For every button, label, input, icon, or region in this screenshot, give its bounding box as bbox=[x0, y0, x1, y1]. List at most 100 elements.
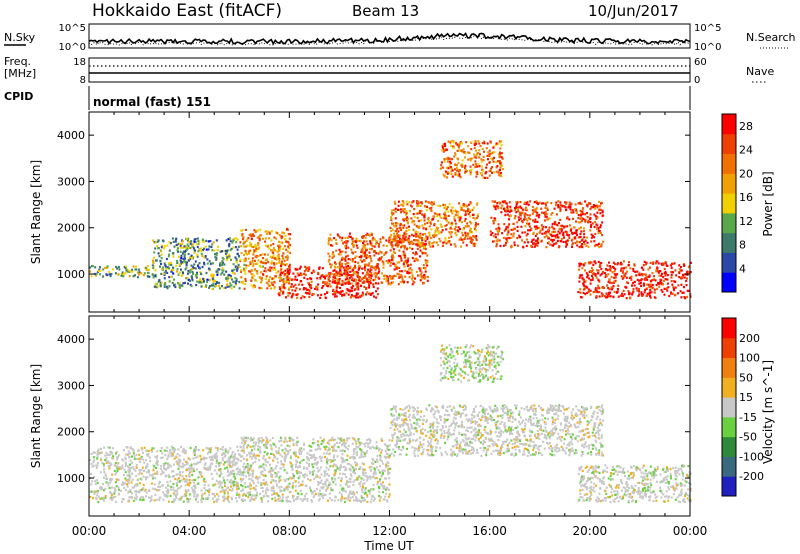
echo-cell bbox=[191, 267, 194, 271]
echo-cell bbox=[181, 285, 184, 288]
echo-cell bbox=[490, 152, 493, 155]
echo-cell bbox=[193, 488, 195, 491]
echo-cell bbox=[540, 207, 543, 210]
echo-cell bbox=[413, 208, 416, 211]
echo-cell bbox=[410, 205, 413, 208]
echo-cell bbox=[287, 484, 290, 487]
echo-cell bbox=[180, 254, 183, 257]
echo-cell bbox=[456, 157, 459, 160]
echo-cell bbox=[192, 272, 195, 275]
echo-cell bbox=[277, 498, 280, 501]
echo-cell bbox=[329, 263, 332, 266]
echo-cell bbox=[447, 214, 450, 217]
echo-cell bbox=[127, 478, 129, 481]
echo-cell bbox=[378, 270, 381, 273]
echo-cell bbox=[393, 268, 396, 271]
echo-cell bbox=[342, 266, 345, 269]
echo-cell bbox=[215, 461, 218, 464]
echo-cell bbox=[174, 455, 177, 458]
echo-cell bbox=[611, 271, 614, 274]
echo-cell bbox=[405, 210, 408, 213]
echo-cell bbox=[332, 449, 334, 452]
echo-cell bbox=[187, 500, 190, 503]
echo-cell bbox=[646, 283, 649, 286]
echo-cell bbox=[174, 240, 177, 243]
echo-cell bbox=[258, 275, 261, 279]
echo-cell bbox=[409, 246, 411, 249]
echo-cell bbox=[666, 289, 669, 292]
echo-cell bbox=[430, 210, 433, 213]
echo-cell bbox=[174, 478, 177, 481]
echo-cell bbox=[191, 256, 194, 260]
echo-cell bbox=[106, 453, 109, 456]
echo-cell bbox=[542, 202, 545, 205]
echo-cell bbox=[275, 237, 278, 240]
echo-cell bbox=[152, 261, 155, 264]
echo-cell bbox=[291, 484, 294, 487]
echo-cell bbox=[136, 457, 138, 461]
echo-cell bbox=[199, 472, 202, 475]
echo-cell bbox=[444, 143, 446, 146]
echo-cell bbox=[206, 468, 209, 471]
echo-cell bbox=[156, 471, 158, 474]
echo-cell bbox=[426, 259, 429, 262]
echo-cell bbox=[606, 296, 609, 299]
echo-cell bbox=[146, 268, 148, 271]
echo-cell bbox=[544, 206, 547, 210]
echo-cell bbox=[229, 249, 232, 252]
echo-cell bbox=[601, 234, 604, 237]
echo-cell bbox=[439, 167, 442, 170]
echo-cell bbox=[190, 466, 193, 469]
echo-cell bbox=[211, 273, 214, 276]
echo-cell bbox=[469, 236, 472, 239]
echo-cell bbox=[225, 251, 228, 254]
echo-cell bbox=[250, 284, 253, 287]
echo-cell bbox=[580, 214, 583, 217]
echo-cell bbox=[365, 441, 368, 445]
echo-cell bbox=[670, 276, 673, 279]
echo-cell bbox=[338, 261, 341, 265]
echo-cell bbox=[491, 151, 494, 154]
echo-cell bbox=[186, 478, 189, 481]
echo-cell bbox=[174, 448, 177, 451]
echo-cell bbox=[214, 483, 217, 486]
echo-cell bbox=[414, 231, 417, 234]
echo-cell bbox=[224, 252, 227, 255]
echo-cell bbox=[580, 216, 583, 219]
echo-cell bbox=[416, 201, 419, 204]
echo-cell bbox=[105, 273, 108, 276]
echo-cell bbox=[352, 480, 355, 483]
echo-cell bbox=[147, 452, 150, 455]
echo-cell bbox=[102, 482, 104, 486]
echo-cell bbox=[115, 471, 118, 475]
echo-cell bbox=[341, 280, 344, 283]
echo-cell bbox=[578, 262, 581, 265]
echo-cell bbox=[131, 448, 134, 451]
echo-cell bbox=[135, 498, 138, 501]
echo-cell bbox=[353, 240, 356, 243]
echo-cell bbox=[589, 269, 592, 273]
echo-cell bbox=[204, 480, 207, 483]
echo-cell bbox=[257, 247, 260, 251]
echo-cell bbox=[391, 257, 394, 260]
echo-cell bbox=[235, 462, 238, 465]
echo-cell bbox=[233, 268, 236, 271]
echo-cell bbox=[236, 482, 239, 485]
echo-cell bbox=[328, 255, 331, 258]
echo-cell bbox=[103, 468, 106, 471]
echo-cell bbox=[283, 452, 286, 455]
echo-cell bbox=[344, 251, 347, 254]
echo-cell bbox=[391, 244, 394, 247]
echo-cell bbox=[392, 212, 395, 215]
echo-cell bbox=[613, 270, 616, 273]
echo-cell bbox=[228, 237, 231, 240]
echo-cell bbox=[219, 447, 222, 451]
echo-cell bbox=[334, 483, 337, 486]
echo-cell bbox=[466, 232, 469, 235]
echo-cell bbox=[191, 244, 194, 247]
echo-cell bbox=[579, 274, 582, 277]
echo-cell bbox=[402, 263, 405, 266]
echo-cell bbox=[178, 255, 180, 258]
echo-cell bbox=[281, 260, 283, 263]
echo-cell bbox=[120, 500, 123, 503]
